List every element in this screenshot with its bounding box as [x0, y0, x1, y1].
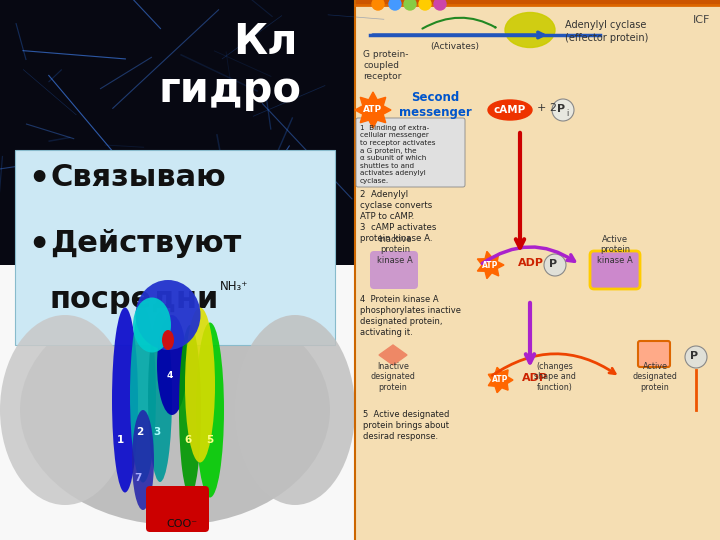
Circle shape [685, 346, 707, 368]
FancyBboxPatch shape [590, 251, 640, 289]
FancyArrowPatch shape [492, 354, 615, 375]
Text: + 2: + 2 [537, 103, 557, 113]
FancyBboxPatch shape [356, 118, 465, 187]
Text: •: • [28, 164, 49, 197]
Text: Действуют: Действуют [50, 228, 241, 258]
Text: 2  Adenylyl
cyclase converts
ATP to cAMP.: 2 Adenylyl cyclase converts ATP to cAMP. [360, 190, 432, 221]
Ellipse shape [0, 315, 130, 505]
FancyArrowPatch shape [423, 18, 495, 29]
FancyBboxPatch shape [15, 150, 335, 345]
FancyBboxPatch shape [638, 341, 670, 367]
Text: 6: 6 [184, 435, 192, 445]
Text: 1  Binding of extra-
cellular messenger
to receptor activates
a G protein, the
α: 1 Binding of extra- cellular messenger t… [360, 125, 436, 184]
FancyBboxPatch shape [370, 251, 418, 289]
Text: P: P [557, 104, 565, 114]
Bar [355, 0, 720, 5]
Ellipse shape [135, 280, 200, 350]
Ellipse shape [132, 410, 154, 510]
Bar [355, 0, 720, 540]
Text: ATP: ATP [482, 260, 498, 269]
Polygon shape [379, 345, 407, 365]
Text: Active
designated
protein: Active designated protein [633, 362, 678, 392]
Polygon shape [488, 367, 513, 393]
Text: посредни: посредни [50, 286, 220, 314]
Ellipse shape [130, 307, 156, 483]
Circle shape [389, 0, 401, 10]
Text: 5  Active designated
protein brings about
desirad response.: 5 Active designated protein brings about… [363, 410, 449, 441]
Ellipse shape [196, 322, 224, 497]
Text: NH₃⁺: NH₃⁺ [220, 280, 248, 294]
Circle shape [544, 254, 566, 276]
Text: 2: 2 [136, 427, 143, 437]
Ellipse shape [133, 298, 171, 353]
Circle shape [372, 0, 384, 10]
Ellipse shape [162, 330, 174, 350]
Polygon shape [477, 251, 504, 279]
Text: ATP: ATP [492, 375, 508, 384]
Text: Second
messenger: Second messenger [399, 91, 472, 119]
Text: cAMP: cAMP [494, 105, 526, 115]
Ellipse shape [179, 325, 201, 495]
Text: 4  Protein kinase A
phosphorylates inactive
designated protein,
activating it.: 4 Protein kinase A phosphorylates inacti… [360, 295, 461, 338]
Circle shape [404, 0, 416, 10]
Ellipse shape [157, 315, 187, 415]
Ellipse shape [505, 12, 555, 48]
Polygon shape [355, 92, 391, 128]
Text: ADP: ADP [522, 373, 548, 383]
Bar [0, 265, 355, 540]
Bar [0, 0, 360, 270]
Ellipse shape [148, 312, 172, 482]
Text: 3  cAMP activates
protein kinase A.: 3 cAMP activates protein kinase A. [360, 223, 436, 243]
Text: (changes
shape and
function): (changes shape and function) [534, 362, 576, 392]
Text: Inactive
designated
protein: Inactive designated protein [371, 362, 415, 392]
Ellipse shape [112, 307, 138, 492]
Ellipse shape [235, 315, 355, 505]
Text: i: i [566, 109, 568, 118]
Text: 7: 7 [135, 473, 142, 483]
Text: P: P [690, 351, 698, 361]
Text: ICF: ICF [693, 15, 710, 25]
FancyArrowPatch shape [482, 247, 575, 264]
Text: Кл: Кл [233, 21, 297, 63]
Text: P: P [549, 259, 557, 269]
Text: Связываю: Связываю [50, 164, 226, 192]
Ellipse shape [20, 295, 330, 525]
Circle shape [434, 0, 446, 10]
Circle shape [419, 0, 431, 10]
Text: 1: 1 [117, 435, 124, 445]
Text: 4: 4 [167, 370, 174, 380]
Text: COO⁻: COO⁻ [166, 519, 197, 529]
Text: G protein-
coupled
receptor: G protein- coupled receptor [363, 50, 408, 81]
Text: 3: 3 [153, 427, 161, 437]
FancyBboxPatch shape [146, 486, 209, 532]
Text: Adenylyl cyclase
(effector protein): Adenylyl cyclase (effector protein) [565, 20, 649, 43]
Text: •: • [28, 228, 49, 261]
Circle shape [552, 99, 574, 121]
Text: ATP: ATP [364, 105, 382, 114]
Text: 5: 5 [207, 435, 214, 445]
Text: Active
protein
kinase A: Active protein kinase A [597, 235, 633, 265]
Text: ADP: ADP [518, 258, 544, 268]
Ellipse shape [488, 100, 532, 120]
Ellipse shape [185, 307, 215, 462]
Text: гидро: гидро [158, 69, 302, 111]
Text: Inactive
protein
kinase A: Inactive protein kinase A [377, 235, 413, 265]
Text: (Activates): (Activates) [430, 42, 479, 51]
